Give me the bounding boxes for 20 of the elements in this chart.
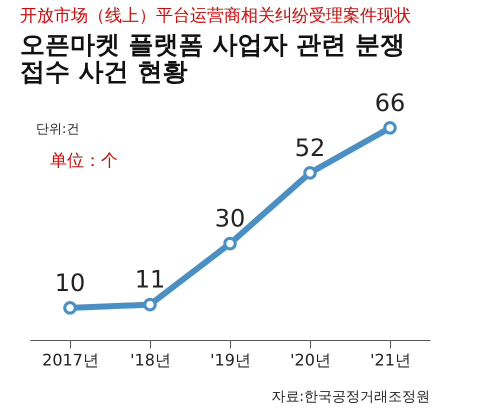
annotation: 单位：个 [50, 151, 118, 171]
point [223, 236, 237, 250]
data-label: 66 [374, 88, 406, 117]
data-label: 52 [294, 134, 326, 162]
x-tick-label: '21년 [370, 350, 411, 370]
x-tick-label: '20년 [290, 350, 331, 370]
point [383, 121, 397, 135]
chart-subtitle: 오픈마켓 플랫폼 사업자 관련 분쟁 접수 사건 현황 [20, 30, 405, 86]
data-label: 30 [214, 204, 246, 233]
text: 자료:한국공정거래조정원 [271, 389, 430, 405]
x-tick-label: '19년 [210, 350, 251, 370]
annotation: 단위:건 [36, 122, 80, 137]
x-tick-label: '18년 [130, 350, 171, 370]
point [63, 301, 77, 315]
x-tick-label: 2017년 [42, 350, 99, 370]
data-label: 10 [54, 268, 86, 297]
point [303, 166, 317, 180]
chart-title: 开放市场（线上）平台运营商相关纠纷受理案件现状 [20, 6, 411, 26]
data-label: 11 [134, 266, 166, 294]
point [143, 298, 157, 312]
